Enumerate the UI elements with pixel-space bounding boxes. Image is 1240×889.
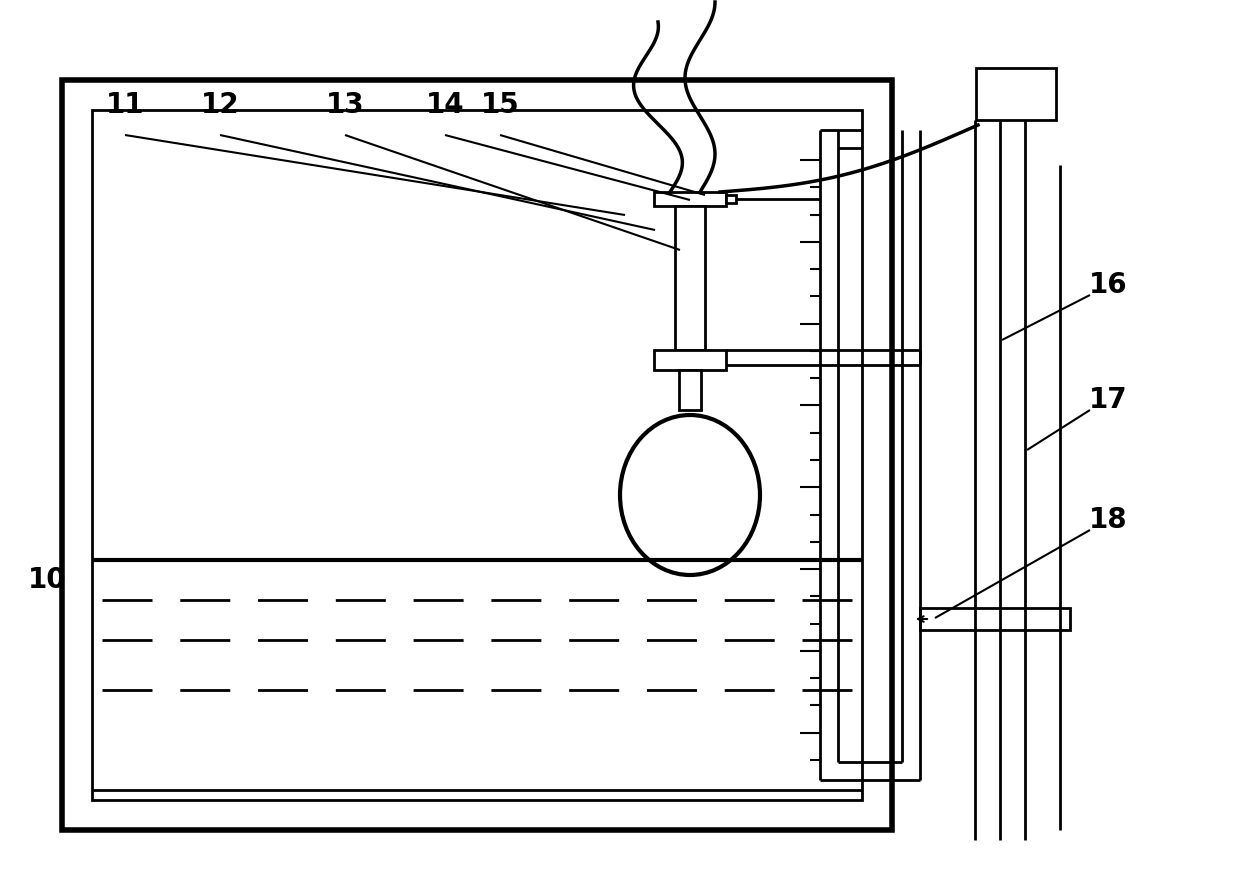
Bar (653, 350, 725, 370)
Text: 15: 15 (481, 91, 520, 119)
Bar (725, 195, 737, 203)
Bar (62, 80, 892, 830)
Text: 18: 18 (1089, 506, 1127, 534)
Bar (680, 370, 701, 410)
Ellipse shape (620, 415, 760, 575)
Text: 11: 11 (105, 91, 144, 119)
Bar (653, 192, 725, 206)
Text: 17: 17 (1089, 386, 1127, 414)
Bar (920, 608, 1070, 630)
Text: 16: 16 (1089, 271, 1127, 299)
Bar (675, 206, 706, 350)
Text: 13: 13 (326, 91, 365, 119)
Text: 14: 14 (425, 91, 464, 119)
Bar (92, 110, 862, 800)
Text: 12: 12 (201, 91, 239, 119)
Text: 10: 10 (27, 566, 66, 594)
Bar (976, 68, 1056, 120)
